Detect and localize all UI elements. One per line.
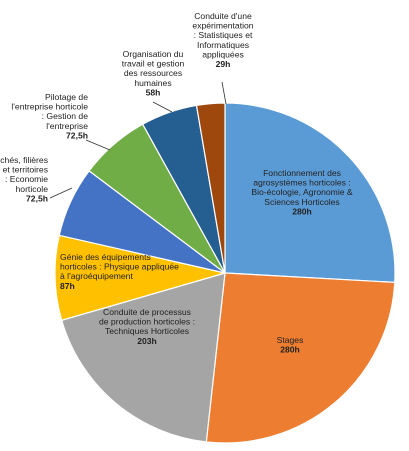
slice-label-7-line-4: appliquées xyxy=(202,49,244,59)
slice-label-5-line-0: Pilotage de xyxy=(45,92,88,102)
slice-value-label-5: 72,5h xyxy=(66,130,88,140)
slice-label-2-line-2: Techniques Horticoles xyxy=(105,326,189,336)
leader-line-7 xyxy=(221,81,227,105)
slice-label-6-line-1: travail et gestion xyxy=(122,59,185,69)
slice-value-label-2: 203h xyxy=(137,336,157,346)
slice-value-label-0: 280h xyxy=(292,206,312,216)
leader-line-5 xyxy=(85,139,111,151)
slice-label-6-line-3: humaines xyxy=(134,78,171,88)
slice-label-5-line-1: l'entreprise horticole xyxy=(11,102,88,112)
slice-label-1-line-0: Stages xyxy=(277,335,304,345)
slice-label-5-line-2: : Gestion de xyxy=(42,111,89,121)
slice-label-4-line-2: : Economie xyxy=(5,174,48,184)
slice-label-4-line-3: horticole xyxy=(16,184,49,194)
slice-label-0-line-0: Fonctionnement des xyxy=(263,168,341,178)
slice-label-0-line-3: Sciences Horticoles xyxy=(264,197,339,207)
slice-value-label-4: 72,5h xyxy=(26,193,48,203)
leader-lines xyxy=(49,81,227,199)
slice-label-2-line-0: Conduite de processus xyxy=(103,307,191,317)
slice-label-7-line-1: expérimentation xyxy=(192,21,253,31)
slice-label-3-line-2: à l'agroéquipement xyxy=(60,271,133,281)
slice-value-label-7: 29h xyxy=(216,59,231,69)
slice-value-label-6: 58h xyxy=(146,87,161,97)
slice-label-5-line-3: l'entreprise xyxy=(46,121,88,131)
leader-line-4 xyxy=(49,187,73,199)
pie-slice-2 xyxy=(60,272,226,443)
slice-label-6-line-0: Organisation du xyxy=(123,49,184,59)
slice-label-3-line-1: horticoles : Physique appliquée xyxy=(60,262,179,272)
pie-slices xyxy=(54,102,396,444)
leader-line-6 xyxy=(152,101,173,113)
pie-slice-1 xyxy=(205,272,396,444)
pie-slice-7 xyxy=(195,102,226,274)
slice-label-7-line-0: Conduite d'une xyxy=(194,11,252,21)
slice-label-6-line-2: des ressources xyxy=(124,68,182,78)
slice-value-label-3: 87h xyxy=(60,281,75,291)
slice-label-2-line-1: de production horticoles : xyxy=(99,317,195,327)
pie-slice-0 xyxy=(224,102,396,284)
slice-label-7-line-2: : Statistiques et xyxy=(194,30,253,40)
slice-label-4-line-0: Marchés, filières xyxy=(0,155,48,165)
slice-value-label-1: 280h xyxy=(280,345,300,355)
slice-label-7-line-3: Informatiques xyxy=(197,40,249,50)
slice-label-4-line-1: et territoires xyxy=(3,165,48,175)
slice-label-0-line-2: Bio-écologie, Agronomie & xyxy=(251,187,353,197)
slice-label-3-line-0: Génie des équipements xyxy=(60,252,151,262)
slice-label-0-line-1: agrosystèmes horticoles : xyxy=(253,178,350,188)
